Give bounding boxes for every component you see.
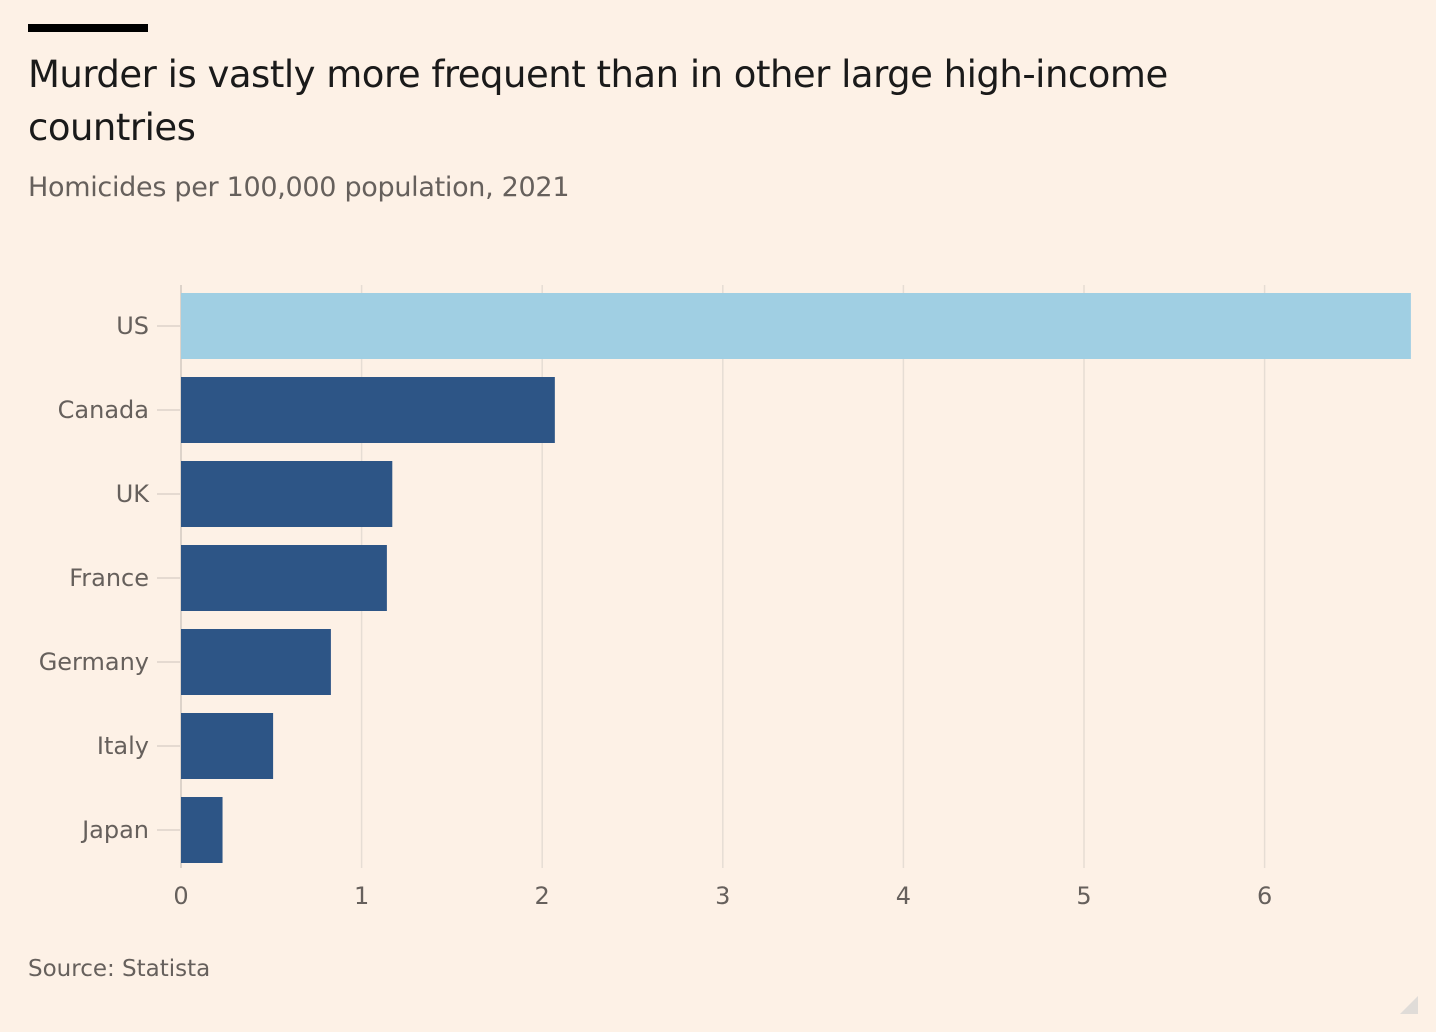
category-label: US xyxy=(116,312,149,340)
source-note: Source: Statista xyxy=(28,956,211,982)
category-label: UK xyxy=(116,480,151,508)
bar-canada xyxy=(181,377,555,443)
x-tick-label: 2 xyxy=(535,882,550,910)
bar-france xyxy=(181,545,387,611)
resize-handle-icon[interactable] xyxy=(1400,996,1418,1014)
bar-uk xyxy=(181,461,393,527)
x-tick-label: 5 xyxy=(1076,882,1091,910)
bar-italy xyxy=(181,713,274,779)
x-tick-label: 6 xyxy=(1257,882,1272,910)
bars xyxy=(181,293,1411,863)
category-label: Canada xyxy=(58,396,149,424)
bar-japan xyxy=(181,797,223,863)
bar-germany xyxy=(181,629,331,695)
x-tick-label: 1 xyxy=(354,882,369,910)
category-labels: US Canada UK France Germany Italy Japan xyxy=(39,312,181,844)
x-tick-labels: 0 1 2 3 4 5 6 xyxy=(173,882,1272,910)
header-rule xyxy=(28,24,148,32)
category-label: Germany xyxy=(39,648,149,676)
category-label: France xyxy=(69,564,149,592)
x-tick-label: 0 xyxy=(173,882,188,910)
category-label: Japan xyxy=(80,816,149,844)
bar-us xyxy=(181,293,1411,359)
chart-subtitle: Homicides per 100,000 population, 2021 xyxy=(28,172,570,203)
chart-title: Murder is vastly more frequent than in o… xyxy=(28,53,1168,149)
x-tick-label: 4 xyxy=(896,882,911,910)
x-tick-label: 3 xyxy=(715,882,730,910)
bar-chart: US Canada UK France Germany Italy Japan 0 1 2 3 4 5… xyxy=(39,285,1411,910)
category-label: Italy xyxy=(97,732,149,760)
